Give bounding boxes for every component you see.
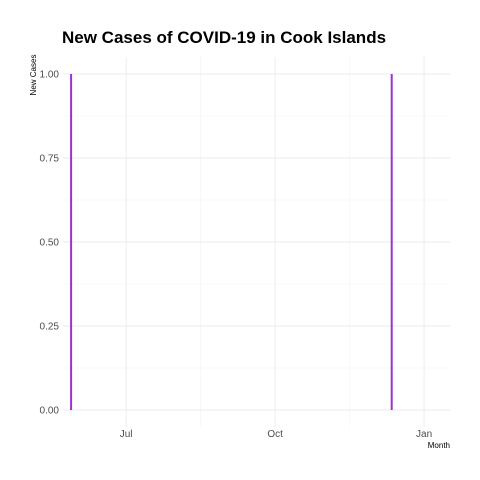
x-tick-label: Jul <box>120 429 133 440</box>
x-axis-label: Month <box>428 441 450 450</box>
x-tick-labels: Jul Oct Jan <box>120 429 432 440</box>
y-tick-labels: 0.00 0.25 0.50 0.75 1.00 <box>40 70 60 417</box>
y-tick-label: 0.25 <box>40 322 60 333</box>
y-tick-label: 0.50 <box>40 238 60 249</box>
y-tick-label: 1.00 <box>40 70 60 81</box>
y-tick-label: 0.75 <box>40 154 60 165</box>
major-gridlines <box>63 57 450 427</box>
data-bars <box>70 74 393 410</box>
x-tick-label: Jan <box>416 429 432 440</box>
y-axis-label: New Cases <box>29 55 38 96</box>
y-tick-label: 0.00 <box>40 406 60 417</box>
x-tick-label: Oct <box>267 429 283 440</box>
chart-title: New Cases of COVID-19 in Cook Islands <box>62 28 386 47</box>
